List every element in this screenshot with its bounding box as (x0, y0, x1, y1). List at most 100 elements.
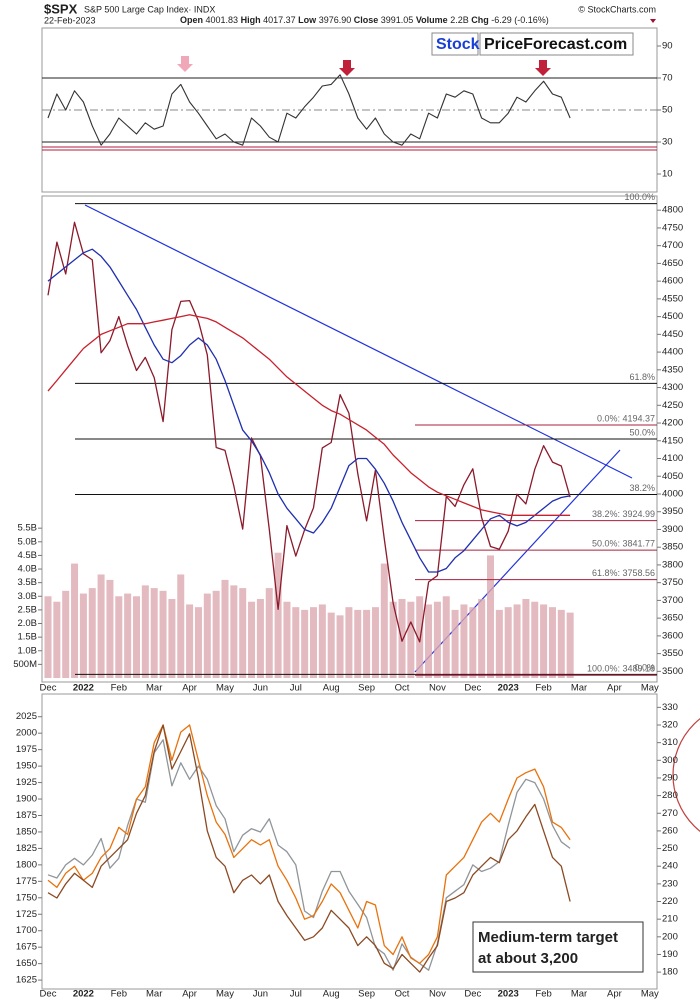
volume-bar (150, 588, 158, 678)
volume-bar (389, 601, 397, 678)
volume-bar (97, 574, 105, 678)
x-tick-label: May (641, 989, 659, 1000)
x-tick-label: Jul (290, 989, 302, 1000)
y-tick-label: 5.0B (17, 536, 37, 547)
y-tick-label: 30 (662, 137, 673, 148)
fib-label: 100.0% (624, 192, 655, 202)
y-tick-label: 4800 (662, 205, 683, 216)
y-tick-label: 4.0B (17, 564, 37, 575)
series-line (47, 724, 571, 964)
y-tick-label: 5.5B (17, 523, 37, 534)
x-tick-label: May (216, 989, 234, 1000)
y-tick-label: 50 (662, 105, 673, 116)
plot-layer: 10 30 50 70 90 500M 1.0B 1.5B 2.0B 2.5B 3.0B 3.5B 4.… (13, 41, 683, 1000)
fib-label: 0.0%: 4194.37 (597, 413, 655, 423)
volume-bar (265, 588, 273, 678)
series-line (47, 314, 571, 516)
x-tick-label: May (216, 683, 234, 694)
y-tick-label: 4650 (662, 258, 683, 269)
y-tick-label: 3950 (662, 506, 683, 517)
annotation: at about 3,200 (478, 950, 578, 967)
arrow (339, 60, 355, 76)
symbol: $SPX (44, 1, 78, 16)
fib-label: 61.8% (629, 372, 655, 382)
x-tick-label: Feb (535, 683, 551, 694)
y-tick-label: 230 (662, 878, 678, 889)
y-tick-label: 4600 (662, 276, 683, 287)
volume-bar (513, 604, 521, 678)
arrow (177, 56, 193, 72)
y-tick-label: 250 (662, 843, 678, 854)
y-tick-label: 4500 (662, 311, 683, 322)
volume-bar (327, 612, 335, 678)
volume-bar (44, 596, 52, 678)
y-tick-label: 4000 (662, 489, 683, 500)
x-tick-label: May (641, 683, 659, 694)
y-tick-label: 3.5B (17, 577, 37, 588)
volume-bar (256, 599, 264, 678)
y-tick-label: 4550 (662, 293, 683, 304)
x-tick-label: Apr (182, 989, 197, 1000)
y-tick-label: 3800 (662, 559, 683, 570)
y-tick-label: 300 (662, 755, 678, 766)
fib-label: 38.2% (629, 483, 655, 493)
volume-bar (62, 590, 70, 678)
y-tick-label: 4300 (662, 382, 683, 393)
x-tick-label: Apr (607, 683, 622, 694)
y-tick-label: 3750 (662, 577, 683, 588)
volume-bar (478, 599, 486, 678)
x-tick-label: Dec (40, 683, 57, 694)
y-tick-label: 1800 (16, 859, 37, 870)
y-tick-label: 190 (662, 949, 678, 960)
x-tick-label: Feb (535, 989, 551, 1000)
index-name: S&P 500 Large Cap Index· INDX (84, 4, 215, 14)
quote-label: Volume (416, 15, 448, 25)
y-tick-label: 280 (662, 790, 678, 801)
volume-bar (186, 604, 194, 678)
y-tick-label: 1825 (16, 843, 37, 854)
volume-bar (230, 585, 238, 678)
x-tick-label: Feb (111, 683, 127, 694)
x-tick-label: Jun (253, 683, 268, 694)
logo-text: PriceForecast.com (484, 36, 627, 53)
volume-bar (53, 601, 61, 678)
volume-bar (336, 615, 344, 678)
y-tick-label: 1.5B (17, 632, 37, 643)
logo-box (479, 32, 634, 56)
y-tick-label: 3850 (662, 542, 683, 553)
series-line (47, 248, 571, 573)
volume-bar (221, 579, 229, 678)
volume-bar (318, 604, 326, 678)
fib-label: 50.0% (629, 427, 655, 437)
x-tick-label: Jun (253, 989, 268, 1000)
volume-bar (566, 612, 574, 678)
y-tick-label: 290 (662, 772, 678, 783)
trendline (84, 204, 633, 479)
quote-value: 4017.37 (263, 15, 296, 25)
y-tick-label: 3700 (662, 595, 683, 606)
quote-value: 4001.83 (206, 15, 239, 25)
y-tick-label: 10 (662, 169, 673, 180)
fib-label: 50.0%: 3841.77 (592, 538, 655, 548)
volume-bar (248, 601, 256, 678)
x-tick-label: Sep (358, 989, 375, 1000)
x-tick-label: Dec (464, 683, 481, 694)
x-tick-label: 2022 (73, 989, 94, 1000)
y-tick-label: 4700 (662, 240, 683, 251)
y-tick-label: 180 (662, 967, 678, 978)
y-tick-label: 4150 (662, 435, 683, 446)
volume-bar (442, 596, 450, 678)
y-tick-label: 270 (662, 808, 678, 819)
y-tick-label: 3600 (662, 630, 683, 641)
y-tick-label: 1775 (16, 876, 37, 887)
y-tick-label: 70 (662, 73, 673, 84)
x-tick-label: Apr (607, 989, 622, 1000)
volume-bar (301, 609, 309, 678)
x-tick-label: Mar (146, 683, 162, 694)
y-tick-label: 3.0B (17, 591, 37, 602)
y-tick-label: 1650 (16, 958, 37, 969)
quote-label: Chg (471, 15, 489, 25)
x-tick-label: Sep (358, 683, 375, 694)
x-tick-label: 2022 (73, 683, 94, 694)
